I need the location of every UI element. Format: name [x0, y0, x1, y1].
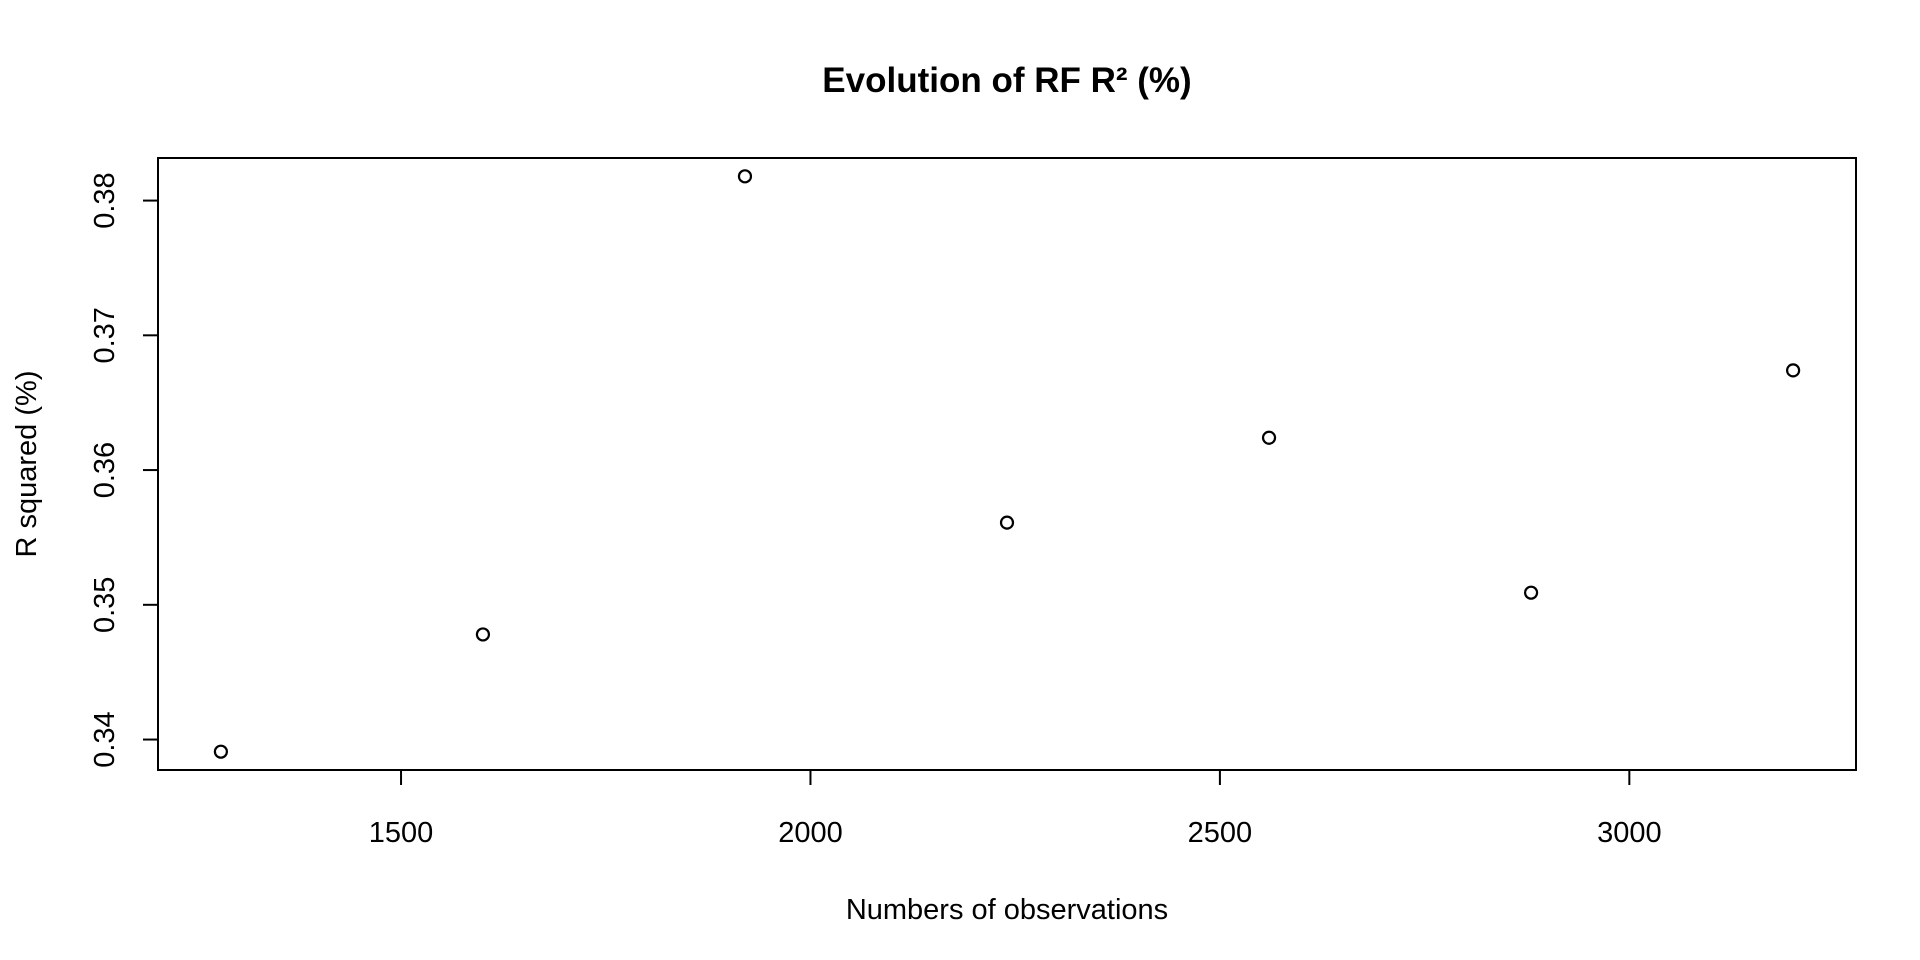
- x-tick-label: 2000: [778, 817, 843, 849]
- plot-frame: [157, 157, 1857, 771]
- data-point: [1786, 363, 1801, 378]
- y-tick-label: 0.37: [89, 307, 121, 363]
- data-point: [1261, 430, 1277, 445]
- y-tick-label: 0.34: [89, 711, 121, 767]
- x-axis-label: Numbers of observations: [846, 894, 1168, 926]
- chart-title: Evolution of RF R² (%): [822, 61, 1191, 100]
- data-point: [999, 515, 1015, 530]
- data-point: [475, 627, 491, 642]
- data-points: [213, 169, 1801, 759]
- y-tick-label: 0.35: [89, 577, 121, 633]
- x-tick-label: 3000: [1597, 817, 1662, 849]
- data-point: [213, 744, 228, 759]
- y-axis-label: R squared (%): [11, 371, 43, 558]
- x-tick-label: 1500: [369, 817, 434, 849]
- data-point: [1523, 585, 1539, 600]
- y-tick-label: 0.36: [89, 442, 121, 498]
- x-tick-label: 2500: [1188, 817, 1253, 849]
- y-tick-label: 0.38: [89, 172, 121, 228]
- y-axis: 0.34 0.35 0.36 0.37 0.38: [89, 172, 159, 768]
- x-axis: 1500 2000 2500 3000: [369, 769, 1662, 849]
- data-point: [737, 169, 753, 184]
